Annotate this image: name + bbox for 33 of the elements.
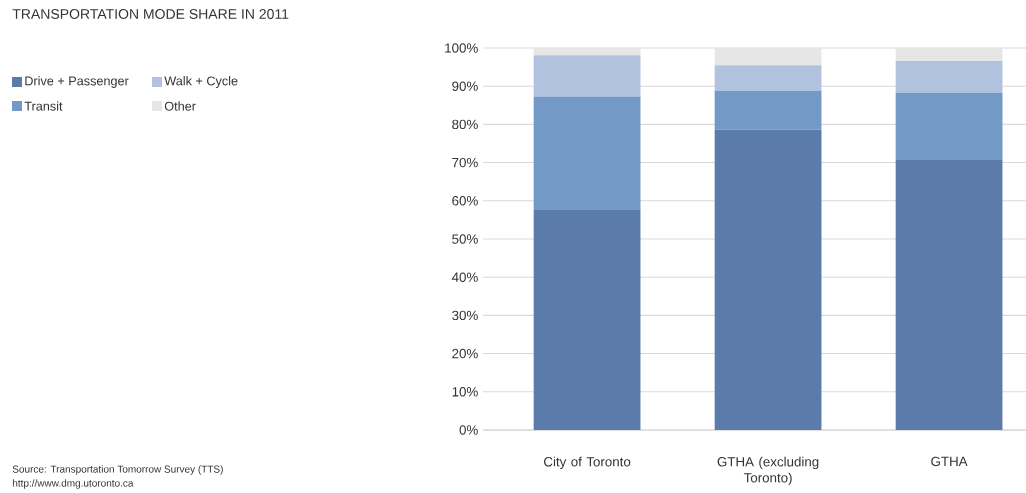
source-note: Source: Transportation Tomorrow Survey (TTS) [12, 465, 223, 475]
y-tick-label: 0% [459, 425, 478, 435]
bar [895, 60, 1003, 93]
bar [533, 48, 641, 56]
legend-label: Walk + Cycle [164, 76, 238, 88]
y-tick-label: 90% [452, 81, 478, 91]
y-tick-label: 30% [452, 310, 478, 321]
y-tick-label: 50% [452, 234, 478, 244]
x-tick-label: City of Toronto [544, 456, 631, 470]
y-tick-label: 100% [445, 43, 478, 53]
x-tick-label: GTHA [931, 456, 968, 467]
bar [714, 48, 822, 66]
bar [533, 209, 641, 430]
legend-label: Other [164, 101, 196, 111]
bar [895, 159, 1003, 430]
legend-label: Transit [24, 101, 63, 111]
y-tick-label: 10% [452, 387, 478, 397]
text: http://www.dmg.utoronto.ca [12, 479, 134, 489]
legend-label: Drive + Passenger [25, 76, 129, 88]
text: TRANSPORTATION MODE SHARE IN 2011 [12, 9, 289, 19]
y-tick-label: 20% [452, 348, 478, 359]
y-tick-label: 70% [452, 157, 478, 168]
y-tick-label: 40% [451, 272, 478, 282]
bar [714, 65, 822, 91]
y-tick-label: 80% [452, 119, 478, 130]
x-tick-label: GTHA (excluding Toronto) [717, 456, 819, 486]
bar [714, 90, 822, 130]
bar [533, 55, 641, 97]
bar [895, 48, 1003, 61]
y-tick-label: 60% [452, 196, 478, 206]
bar [533, 96, 641, 210]
bar [714, 129, 822, 430]
bar [895, 92, 1003, 160]
